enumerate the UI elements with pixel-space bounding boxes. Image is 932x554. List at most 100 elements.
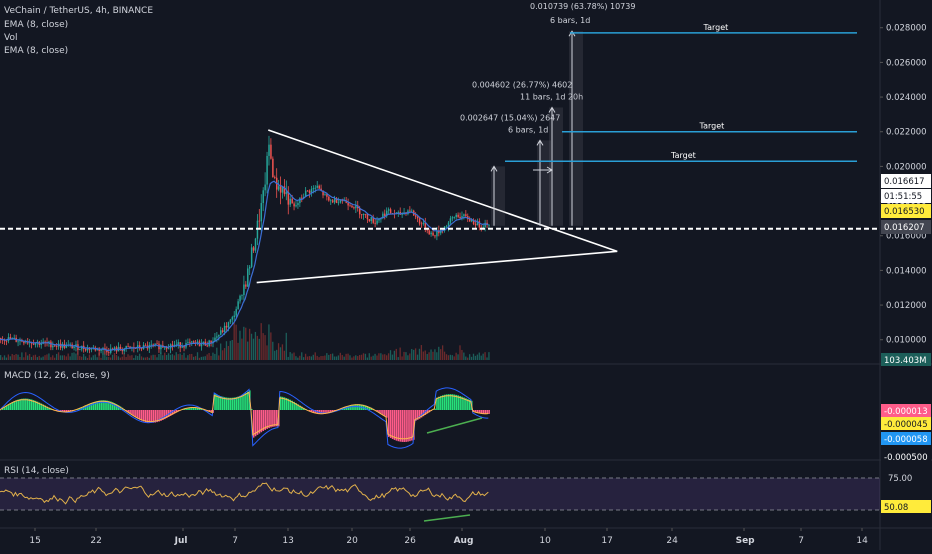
volume-bar [149, 358, 150, 360]
candle-body [488, 225, 490, 226]
price-scale-badge-text: 0.016207 [884, 223, 925, 233]
candle-body [17, 341, 19, 342]
candle-body [191, 341, 193, 342]
volume-bar [44, 355, 45, 360]
candle-body [353, 207, 355, 208]
candle-body [251, 247, 253, 266]
macd-histogram-bar [448, 394, 450, 410]
x-tick-label: 14 [856, 536, 868, 546]
volume-bar [127, 354, 128, 360]
volume-bar [33, 355, 34, 360]
candle-body [415, 215, 417, 216]
volume-bar [214, 354, 215, 360]
macd-histogram-bar [245, 393, 247, 410]
volume-bar [185, 358, 186, 360]
candle-body [317, 186, 319, 188]
macd-histogram-bar [147, 410, 149, 422]
candle-body [52, 346, 54, 348]
volume-bar [112, 355, 113, 360]
candle-body [455, 215, 457, 217]
candle-body [187, 342, 189, 343]
volume-bar [338, 355, 339, 360]
volume-bar [35, 355, 36, 360]
volume-bar [172, 354, 173, 360]
candle-body [434, 235, 436, 236]
volume-bar [454, 356, 455, 360]
macd-histogram-bar [403, 410, 405, 442]
candle-body [313, 188, 315, 189]
volume-bar [448, 355, 449, 360]
volume-bar [166, 355, 167, 360]
volume-bar [388, 353, 389, 360]
volume-bar [438, 347, 439, 360]
candle-body [189, 342, 191, 343]
volume-bar [361, 355, 362, 360]
volume-bar [48, 353, 49, 360]
macd-histogram-bar [15, 400, 17, 410]
projection-label: 0.004602 (26.77%) 4602 [472, 80, 572, 89]
macd-histogram-bar [398, 410, 400, 441]
macd-histogram-bar [272, 410, 274, 427]
candle-body [224, 326, 226, 332]
candle-body [388, 209, 390, 210]
candle-body [363, 214, 365, 215]
volume-bar [21, 352, 22, 360]
volume-bar [79, 356, 80, 360]
volume-bar [257, 336, 258, 360]
volume-bar [363, 353, 364, 360]
candle-body [110, 349, 112, 353]
volume-bar [222, 350, 223, 360]
macd-histogram-bar [152, 410, 154, 423]
candle-body [234, 316, 236, 318]
candle-body [218, 335, 220, 337]
volume-bar [2, 357, 3, 360]
volume-bar [42, 357, 43, 360]
candle-body [259, 221, 261, 222]
candle-body [469, 219, 471, 221]
candle-body [25, 343, 27, 344]
y-tick-label: 0.024000 [886, 93, 927, 103]
volume-bar [224, 348, 225, 360]
volume-bar [54, 358, 55, 360]
volume-bar [282, 344, 283, 360]
volume-bar [288, 357, 289, 360]
volume-bar [461, 350, 462, 360]
volume-bar [156, 357, 157, 360]
macd-scale-badge-text: -0.000045 [884, 420, 928, 430]
volume-bar [205, 356, 206, 360]
x-tick-label: 17 [601, 536, 612, 546]
volume-bar [374, 354, 375, 360]
volume-bar [486, 357, 487, 360]
volume-bar [237, 343, 238, 360]
projection-label: 6 bars, 1d [550, 16, 590, 25]
volume-bar [342, 355, 343, 360]
volume-bar [380, 353, 381, 360]
candle-body [164, 347, 166, 348]
candle-body [390, 209, 392, 213]
volume-bar [71, 353, 72, 360]
volume-bar [210, 356, 211, 360]
candle-body [398, 212, 400, 213]
volume-bar [276, 350, 277, 360]
volume-bar [340, 353, 341, 360]
volume-badge-text: 103.403M [884, 356, 926, 366]
macd-histogram-bar [405, 410, 407, 442]
volume-bar [164, 353, 165, 360]
candle-body [73, 347, 75, 348]
volume-bar [475, 356, 476, 360]
candle-body [293, 203, 295, 206]
volume-bar [442, 345, 443, 360]
candle-body [27, 343, 29, 344]
volume-bar [152, 355, 153, 360]
candle-body [411, 211, 413, 212]
macd-histogram-bar [237, 397, 239, 410]
volume-bar [83, 354, 84, 360]
volume-bar [394, 351, 395, 360]
macd-histogram-bar [392, 410, 394, 439]
candle-body [361, 214, 363, 215]
rsi-level-label: 75.00 [888, 474, 912, 484]
volume-bar [139, 354, 140, 360]
candle-body [430, 233, 432, 235]
